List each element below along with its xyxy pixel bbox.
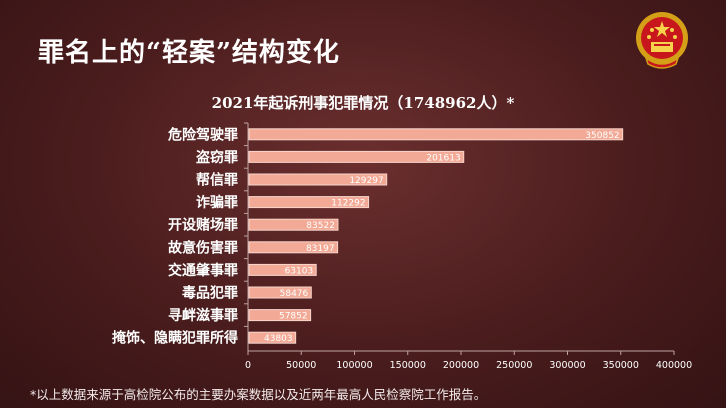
x-tick-label: 150000 [390,360,426,371]
x-tick-label: 200000 [443,360,479,371]
bar [248,263,317,276]
data-label: 201613 [426,153,460,163]
category-label: 毒品犯罪 [182,285,238,302]
x-tick-label: 100000 [336,360,372,371]
bar [248,196,370,209]
category-label: 掩饰、隐瞒犯罪所得 [112,330,238,347]
bar [248,331,297,344]
category-label: 盗窃罪 [196,149,238,166]
slide-title: 罪名上的“轻案”结构变化 [38,38,340,68]
data-label: 83197 [306,244,335,254]
chart-title: 2021年起诉刑事犯罪情况（1748962人）* [211,94,515,112]
x-tick-label: 350000 [603,360,639,371]
data-label: 83522 [306,221,335,231]
category-label: 交通肇事罪 [168,262,238,279]
x-tick-label: 400000 [656,360,692,371]
footnote: *以上数据来源于高检院公布的主要办案数据以及近两年最高人民检察院工作报告。 [30,387,487,402]
data-label: 129297 [349,176,383,186]
category-label: 寻衅滋事罪 [168,307,238,324]
x-tick-label: 250000 [496,360,532,371]
bar [248,241,339,254]
category-label: 危险驾驶罪 [167,126,238,143]
category-label: 开设赌场罪 [168,217,238,234]
data-label: 63103 [285,266,314,276]
category-label: 诈骗罪 [196,194,238,211]
bar [248,218,339,231]
data-label: 58476 [280,289,309,299]
data-label: 43803 [264,334,293,344]
data-label: 112292 [331,199,365,209]
x-tick-label: 50000 [286,360,316,371]
bar [248,150,465,163]
x-tick-label: 0 [245,360,251,371]
bar [248,173,388,186]
data-label: 350852 [585,131,619,141]
category-label: 帮信罪 [196,172,238,189]
bar [248,128,624,141]
category-label: 故意伤害罪 [168,239,238,256]
bar [248,309,312,322]
data-label: 57852 [279,312,308,322]
x-tick-label: 300000 [549,360,585,371]
bar [248,286,312,299]
national-emblem-icon [636,12,688,69]
